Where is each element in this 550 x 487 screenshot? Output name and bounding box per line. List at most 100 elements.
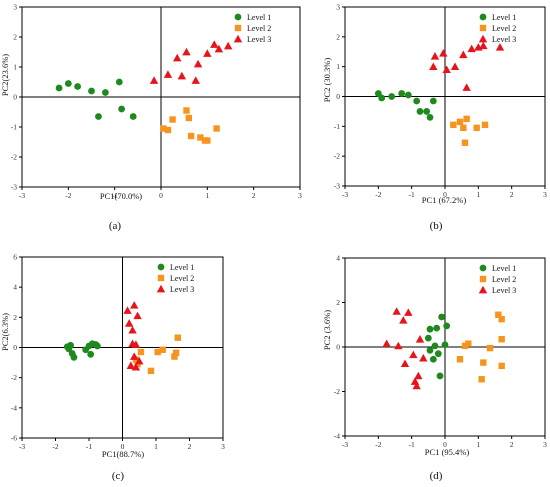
y-tick-label: -2 xyxy=(334,152,340,161)
data-point xyxy=(191,76,200,84)
series-level-3 xyxy=(382,307,428,390)
y-tick-label: 0 xyxy=(13,93,17,102)
chart-panel-d: -3 -2 -1 0 1 2 3 -4 -2 0 2 4 PC1 (95.4%) PC2 (3.6%) (d… xyxy=(322,254,547,483)
data-point xyxy=(498,362,505,370)
data-point xyxy=(193,59,203,68)
chart-panel-b: -3 -2 -1 0 1 2 3 -3 -2 -1 0 1 2 3 PC1 (67.2%) PC2 (30.3… xyxy=(322,3,547,233)
data-point xyxy=(182,47,191,56)
legend-marker xyxy=(479,275,487,283)
x-axis-label: PC1(88.7%) xyxy=(102,449,144,459)
x-tick-label: 1 xyxy=(476,440,480,449)
data-point xyxy=(382,339,391,348)
y-tick-label: 0 xyxy=(13,343,17,352)
x-tick-label: -2 xyxy=(375,190,381,199)
y-tick-label: 2 xyxy=(336,298,340,307)
y-tick-label: 6 xyxy=(13,253,17,262)
legend: Level 1 Level 2 Level 3 xyxy=(156,263,194,294)
data-point xyxy=(173,53,182,62)
legend-label: Level 2 xyxy=(170,274,194,283)
x-tick-label: 2 xyxy=(510,440,514,449)
data-point xyxy=(131,340,141,348)
data-point xyxy=(467,44,476,53)
data-point xyxy=(459,50,468,59)
series-level-2 xyxy=(160,107,220,144)
series-level-1 xyxy=(374,90,437,121)
data-point xyxy=(210,40,219,48)
data-point xyxy=(64,80,72,87)
legend-marker xyxy=(157,263,165,271)
data-point xyxy=(404,308,413,316)
data-point xyxy=(115,78,123,86)
data-point xyxy=(55,84,63,92)
x-tick-label: -1 xyxy=(112,191,118,200)
legend-label: Level 1 xyxy=(492,264,516,273)
data-point xyxy=(460,124,467,132)
y-tick-label: 2 xyxy=(336,32,340,41)
data-point xyxy=(480,359,487,366)
data-point xyxy=(118,105,126,113)
data-point xyxy=(426,346,434,354)
y-tick-label: 4 xyxy=(336,254,340,263)
data-point xyxy=(149,76,159,84)
y-axis-label: PC2 (30.3%) xyxy=(322,58,332,103)
y-tick-label: 4 xyxy=(13,283,17,292)
series-level-2 xyxy=(456,311,505,383)
legend-marker xyxy=(478,34,488,43)
data-point xyxy=(443,322,451,330)
data-point xyxy=(456,118,464,126)
x-tick-label: -1 xyxy=(86,442,92,451)
data-point xyxy=(171,353,178,360)
series-level-1 xyxy=(63,340,101,361)
y-tick-label: -3 xyxy=(11,183,17,192)
x-tick-label: 2 xyxy=(188,442,192,451)
data-point xyxy=(404,91,412,99)
data-point xyxy=(160,125,167,132)
y-tick-label: 2 xyxy=(13,313,17,322)
legend-label: Level 3 xyxy=(492,286,516,295)
x-tick-label: 3 xyxy=(221,442,225,451)
data-point xyxy=(439,49,448,57)
x-axis-label: PC1 (67.2%) xyxy=(422,195,467,205)
x-tick-label: -2 xyxy=(65,191,71,200)
data-point xyxy=(154,348,161,356)
y-tick-label: 0 xyxy=(336,343,340,352)
data-point xyxy=(498,336,505,343)
legend-marker xyxy=(156,284,166,293)
y-tick-label: -1 xyxy=(11,123,17,132)
y-tick-label: 1 xyxy=(336,62,340,71)
x-tick-label: 1 xyxy=(205,191,209,200)
data-point xyxy=(163,70,173,78)
data-point xyxy=(135,356,144,365)
x-tick-label: 0 xyxy=(443,190,447,199)
x-tick-label: 3 xyxy=(543,190,547,199)
data-point xyxy=(74,83,81,90)
data-point xyxy=(95,113,102,120)
data-point xyxy=(462,83,471,91)
y-tick-label: 3 xyxy=(336,3,340,12)
x-tick-label: -3 xyxy=(19,442,25,451)
data-point xyxy=(414,371,423,380)
chart-panel-a: -3 -2 -1 0 1 2 3 -3 -2 -1 0 1 2 3 PC1(70.0%) PC2(23.6%)… xyxy=(0,3,302,233)
data-point xyxy=(400,359,410,368)
data-point xyxy=(463,115,470,123)
data-point xyxy=(479,41,488,50)
data-point xyxy=(450,121,457,129)
y-tick-label: -4 xyxy=(11,403,17,412)
data-point xyxy=(424,334,432,342)
data-point xyxy=(164,126,172,134)
x-tick-label: -1 xyxy=(409,440,415,449)
x-axis-label: PC1 (95.4%) xyxy=(425,447,470,457)
data-point xyxy=(426,325,434,333)
x-tick-label: 2 xyxy=(510,190,514,199)
y-tick-label: 3 xyxy=(13,3,17,12)
data-point xyxy=(429,62,438,71)
data-point xyxy=(398,90,406,97)
data-point xyxy=(461,342,469,350)
data-point xyxy=(465,340,472,347)
legend-label: Level 2 xyxy=(492,275,516,284)
data-point xyxy=(442,65,451,74)
data-point xyxy=(174,334,181,341)
data-point xyxy=(416,108,424,115)
panel-caption: (d) xyxy=(430,470,443,482)
x-tick-label: -1 xyxy=(409,190,415,199)
